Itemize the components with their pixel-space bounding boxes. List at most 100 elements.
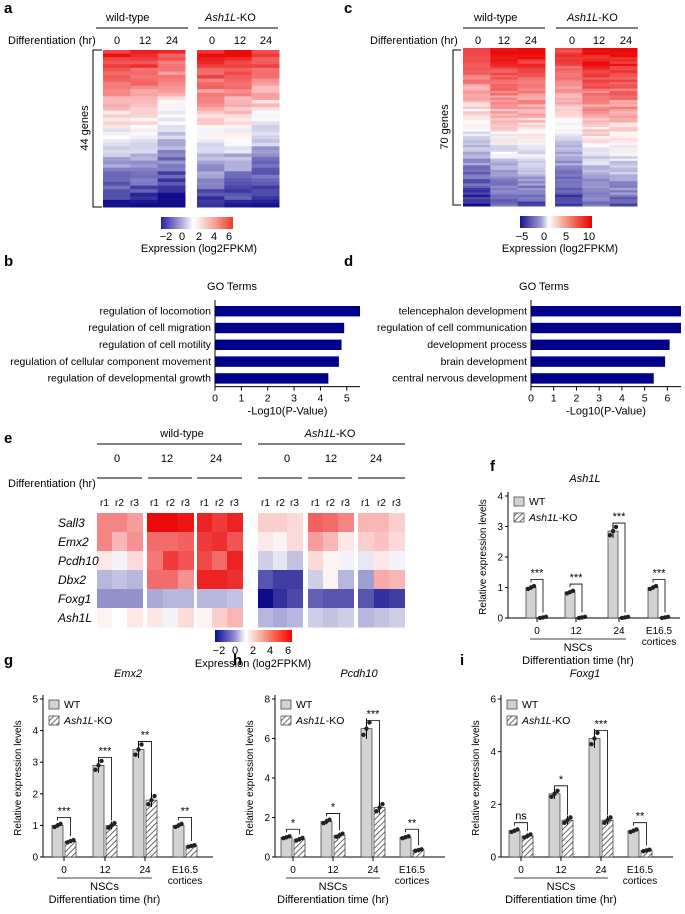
svg-text:12: 12 bbox=[498, 35, 510, 47]
heatmap-cell bbox=[582, 48, 611, 51]
heatmap-cell bbox=[323, 570, 339, 590]
heatmap-cell bbox=[251, 89, 280, 94]
heatmap-cell bbox=[582, 84, 611, 87]
heatmap-cell bbox=[582, 70, 611, 74]
tick-label: 8 bbox=[264, 695, 270, 706]
heatmap-cell bbox=[103, 128, 131, 133]
heatmap-cell bbox=[463, 131, 491, 135]
heatmap-cell bbox=[463, 187, 491, 191]
heatmap-cell bbox=[197, 192, 225, 197]
heatmap-cell bbox=[463, 88, 491, 92]
heatmap-cell bbox=[227, 570, 243, 590]
heatmap-cell bbox=[157, 146, 186, 151]
heatmap-cell bbox=[555, 122, 583, 126]
heatmap-cell bbox=[582, 124, 611, 128]
heatmap-cell bbox=[130, 110, 159, 115]
heatmap-cell bbox=[251, 96, 280, 101]
heatmap-cell bbox=[251, 50, 280, 55]
heatmap-cell bbox=[338, 551, 354, 571]
heatmap-cell bbox=[517, 138, 546, 142]
heatmap-cell bbox=[224, 164, 253, 169]
x-axis-label: Differentiation time (hr) bbox=[522, 655, 634, 667]
category-label: 12 bbox=[99, 865, 111, 876]
panel-c-header: wild-type Ash1L-KO Differentiation (hr) … bbox=[370, 12, 638, 47]
heatmap-cell bbox=[308, 608, 324, 628]
heatmap-cell bbox=[555, 106, 583, 110]
heatmap-cell bbox=[490, 106, 519, 110]
heatmap-cell bbox=[103, 71, 131, 76]
scale-ticks-a: −2 0 2 4 6 Expression (log2FPKM) bbox=[141, 231, 257, 255]
bar bbox=[531, 306, 681, 317]
heatmap-cell bbox=[490, 194, 519, 198]
heatmap-cell bbox=[197, 110, 225, 115]
heatmap-cell bbox=[517, 81, 546, 85]
heatmap-cell bbox=[130, 164, 159, 169]
heatmap-cell bbox=[582, 77, 611, 81]
heatmap-cell bbox=[582, 90, 611, 94]
heatmap-cell bbox=[609, 102, 638, 105]
significance-label: *** bbox=[595, 719, 609, 731]
heatmap-cell bbox=[517, 61, 546, 65]
heatmap-cell bbox=[147, 532, 163, 552]
heatmap-cell bbox=[358, 513, 374, 533]
bar-wt bbox=[132, 749, 145, 858]
heatmap-cell bbox=[517, 147, 546, 151]
heatmap-cell bbox=[490, 167, 519, 171]
heatmap-cell bbox=[582, 199, 611, 202]
heatmap-cell bbox=[555, 54, 583, 58]
heatmap-cell bbox=[490, 156, 519, 160]
heatmap-cell bbox=[251, 82, 280, 87]
heatmap-cell bbox=[157, 103, 186, 108]
heatmap-cell bbox=[130, 182, 159, 187]
heatmap-cell bbox=[609, 194, 638, 198]
heatmap-cell bbox=[490, 136, 519, 139]
heatmap-cell bbox=[127, 570, 143, 590]
heatmap-cell bbox=[490, 147, 519, 151]
heatmap-cell bbox=[224, 92, 253, 97]
tick-label: 6 bbox=[490, 695, 496, 706]
heatmap-cell bbox=[147, 570, 163, 590]
bar-wt bbox=[508, 830, 521, 858]
heatmap-cell bbox=[517, 111, 546, 114]
tick-label: 2 bbox=[497, 553, 503, 564]
tick-label: 3 bbox=[497, 522, 503, 533]
heatmap-cell bbox=[517, 104, 546, 108]
heatmap-cell bbox=[323, 589, 339, 609]
heatmap-cell bbox=[609, 95, 638, 99]
heatmap-cell bbox=[97, 532, 113, 552]
heatmap-cell bbox=[582, 136, 611, 139]
replicate-label: r1 bbox=[361, 498, 370, 509]
heatmap-cell bbox=[555, 149, 583, 153]
heatmap-cell bbox=[555, 61, 583, 65]
heatmap-cell bbox=[127, 551, 143, 571]
heatmap-cell bbox=[157, 203, 186, 208]
heatmap-cell bbox=[224, 192, 253, 197]
heatmap-cell bbox=[224, 153, 253, 158]
heatmap-cell bbox=[609, 79, 638, 83]
category-label: 0 bbox=[290, 865, 296, 876]
data-point bbox=[327, 817, 332, 822]
tick-label: 6 bbox=[664, 393, 670, 405]
heatmap-cell bbox=[609, 86, 638, 90]
significance-bracket bbox=[554, 785, 568, 816]
heatmap-cell bbox=[227, 551, 243, 571]
heatmap-cell bbox=[609, 77, 638, 81]
heatmap-cell bbox=[609, 165, 638, 169]
tick-label: 3 bbox=[291, 393, 297, 405]
wt-label: wild-type bbox=[105, 12, 149, 24]
heatmap-cell bbox=[224, 196, 253, 201]
heatmap-cell bbox=[490, 115, 519, 119]
heatmap-cell bbox=[463, 93, 491, 96]
heatmap-cell bbox=[490, 140, 519, 144]
heatmap-cell bbox=[582, 192, 611, 196]
chart-title: GO Terms bbox=[519, 281, 569, 293]
data-point bbox=[605, 817, 610, 823]
heatmap-cell bbox=[463, 120, 491, 123]
heatmap-cell bbox=[197, 608, 213, 628]
x-axis-label: -Log10(P-Value) bbox=[248, 406, 328, 418]
heatmap-cell bbox=[273, 570, 289, 590]
svg-text:2: 2 bbox=[196, 231, 202, 243]
svg-text:24: 24 bbox=[620, 35, 632, 47]
heatmap-cell bbox=[130, 121, 159, 126]
heatmap-cell bbox=[157, 78, 186, 83]
